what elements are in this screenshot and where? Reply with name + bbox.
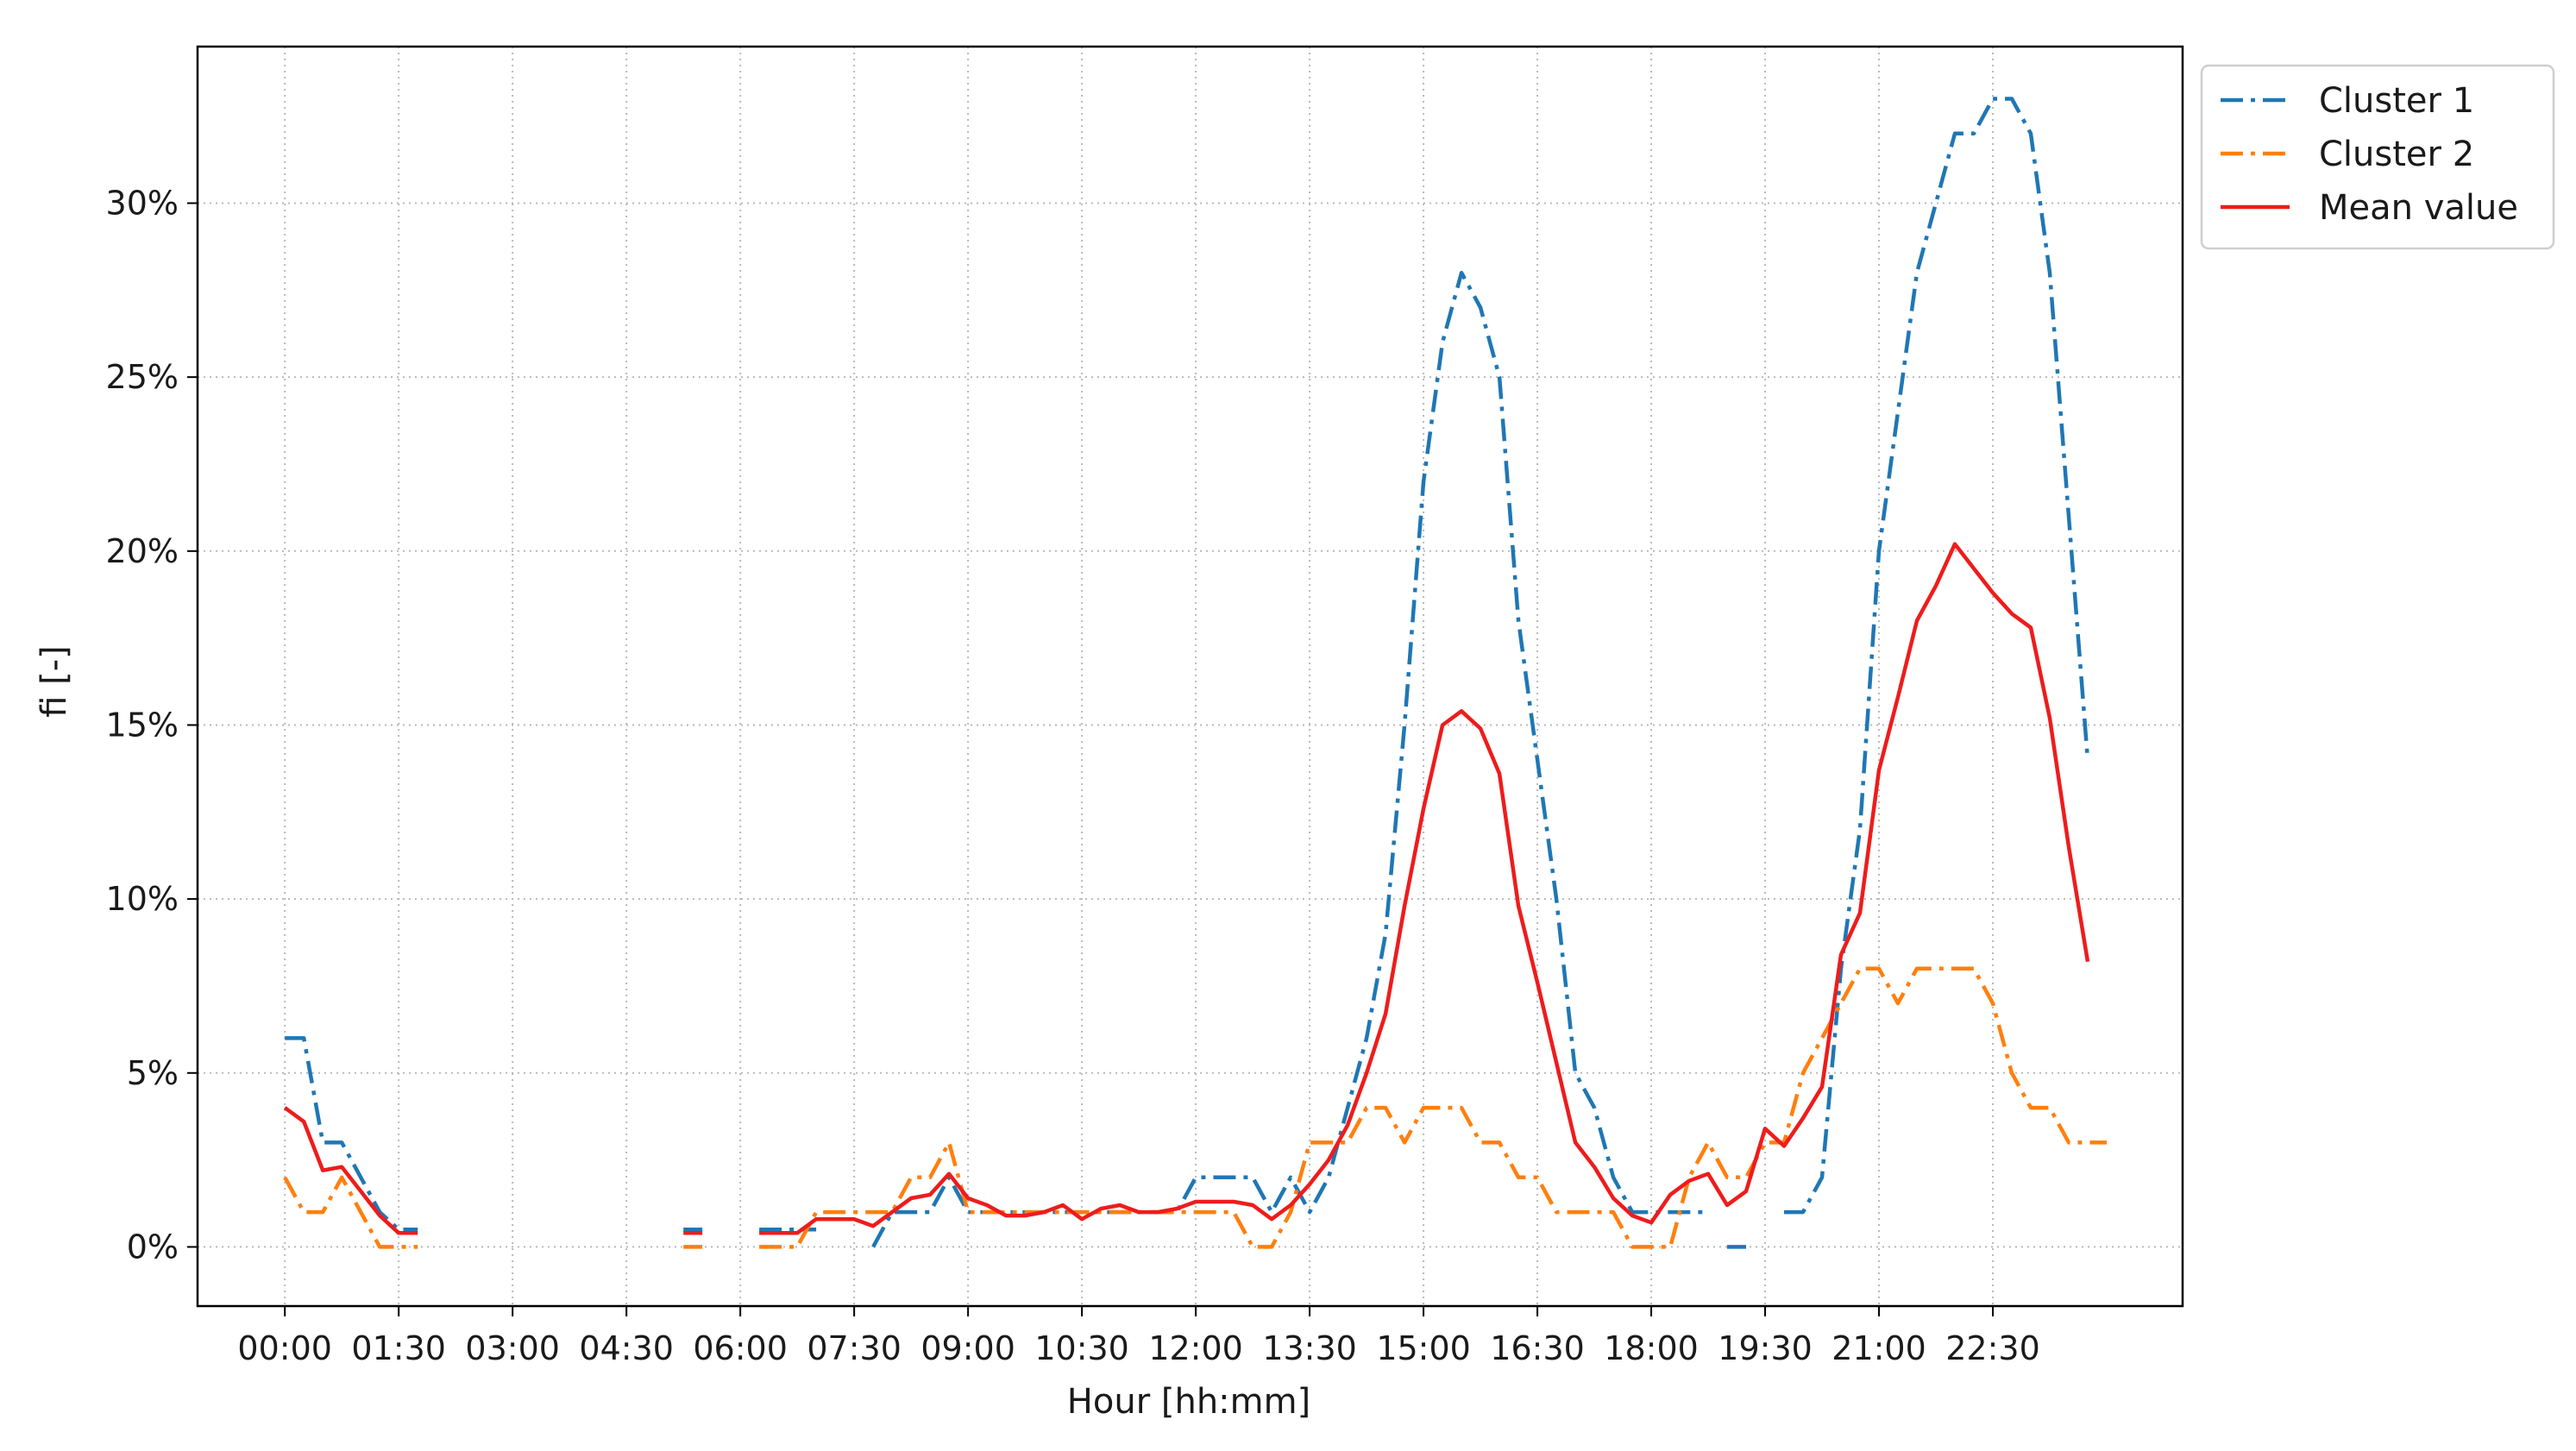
x-tick-label: 03:00 xyxy=(465,1329,560,1367)
y-axis-ticks: 0% 5% 10% 15% 20% 25% 30% xyxy=(106,184,198,1266)
y-tick-label: 10% xyxy=(106,880,179,918)
x-tick-label: 07:30 xyxy=(807,1329,902,1367)
x-tick-label: 21:00 xyxy=(1831,1329,1926,1367)
legend-label: Mean value xyxy=(2319,188,2518,228)
x-tick-label: 16:30 xyxy=(1490,1329,1585,1367)
y-tick-label: 5% xyxy=(127,1054,179,1092)
y-tick-label: 15% xyxy=(106,706,179,744)
x-tick-label: 09:00 xyxy=(920,1329,1015,1367)
x-tick-label: 12:00 xyxy=(1148,1329,1243,1367)
y-tick-label: 20% xyxy=(106,532,179,570)
x-tick-label: 19:30 xyxy=(1718,1329,1813,1367)
x-tick-label: 00:00 xyxy=(237,1329,332,1367)
legend: Cluster 1 Cluster 2 Mean value xyxy=(2202,66,2554,248)
plot-frame xyxy=(198,47,2183,1306)
x-tick-label: 01:30 xyxy=(351,1329,446,1367)
legend-label: Cluster 2 xyxy=(2319,135,2474,174)
x-axis-ticks: 00:00 01:30 03:00 04:30 06:00 07:30 09:00 10:30… xyxy=(237,1306,2039,1367)
x-tick-label: 18:00 xyxy=(1604,1329,1699,1367)
y-tick-label: 30% xyxy=(106,184,179,222)
x-tick-label: 15:00 xyxy=(1376,1329,1471,1367)
x-tick-label: 22:30 xyxy=(1945,1329,2040,1367)
y-tick-label: 25% xyxy=(106,358,179,396)
x-tick-label: 06:00 xyxy=(693,1329,788,1367)
series-line-3 xyxy=(285,544,2088,1234)
x-tick-label: 04:30 xyxy=(579,1329,674,1367)
series-line-1 xyxy=(285,99,2088,1247)
legend-label: Cluster 1 xyxy=(2319,81,2474,121)
y-tick-label: 0% xyxy=(127,1228,179,1266)
grid-lines xyxy=(198,47,2183,1306)
y-axis-label: fi [-] xyxy=(35,645,74,718)
x-tick-label: 13:30 xyxy=(1262,1329,1357,1367)
x-tick-label: 10:30 xyxy=(1034,1329,1129,1367)
x-axis-label: Hour [hh:mm] xyxy=(1067,1382,1310,1422)
